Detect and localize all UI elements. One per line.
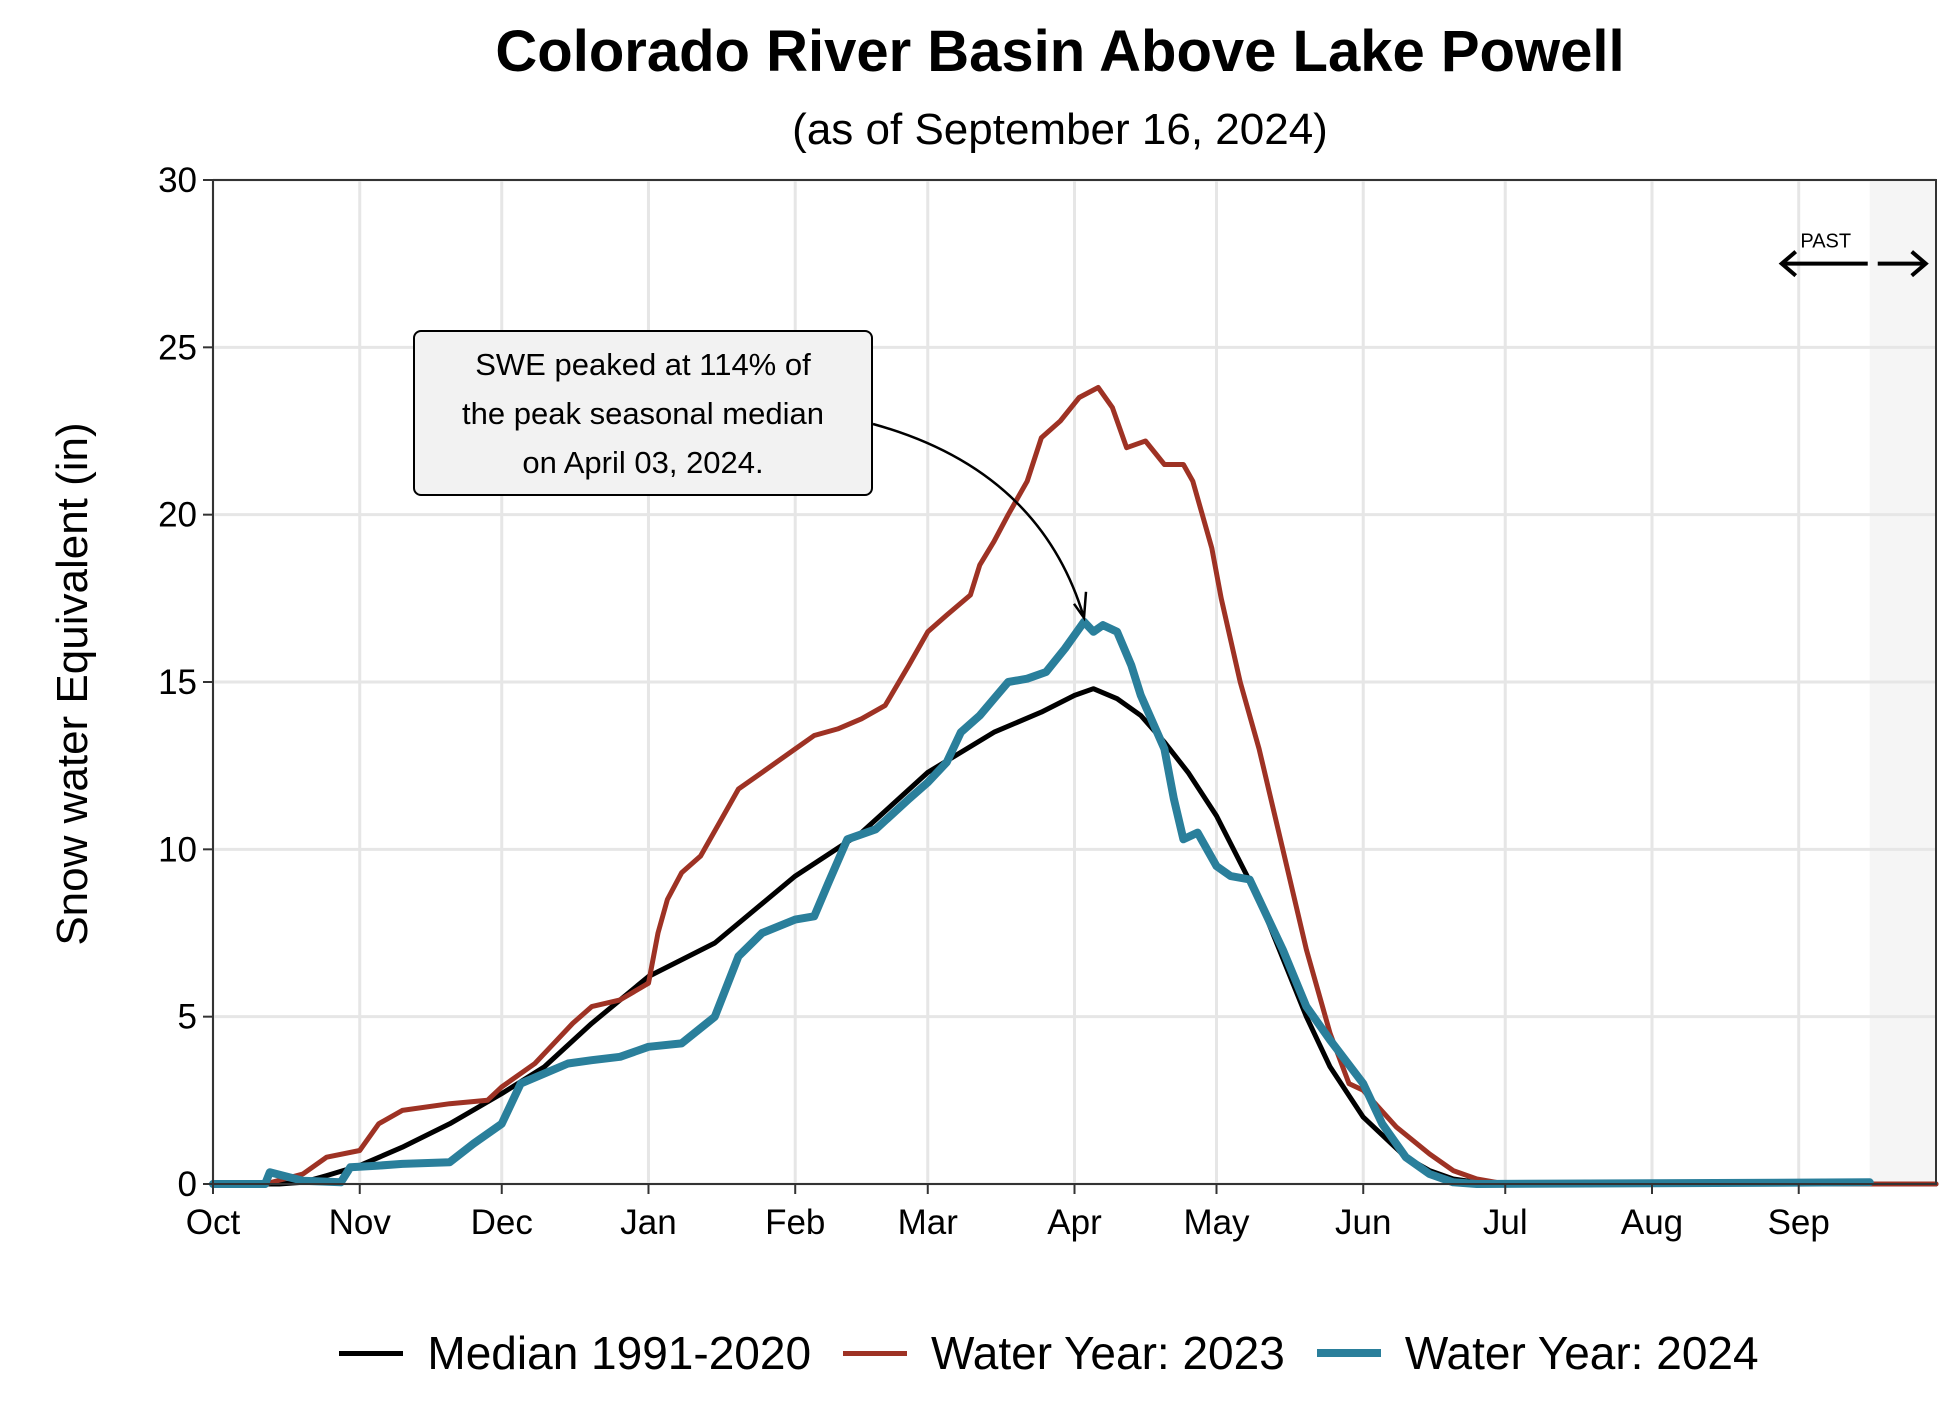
series-line-2 [209, 617, 1874, 1188]
x-tick-label: Jul [1483, 1203, 1528, 1242]
legend-item-2024: Water Year: 2024 [1316, 1326, 1759, 1380]
series-line-0 [210, 686, 1939, 1187]
chart-title: Colorado River Basin Above Lake Powell [495, 19, 1625, 84]
x-tick-label: Jan [620, 1203, 676, 1242]
past-indicator: PAST [1778, 231, 1929, 278]
y-tick-label: 0 [178, 1165, 197, 1204]
legend-label: Water Year: 2023 [931, 1327, 1285, 1379]
x-tick-label: Dec [471, 1203, 533, 1242]
chart-subtitle: (as of September 16, 2024) [792, 105, 1328, 154]
peak-annotation: SWE peaked at 114% of the peak seasonal … [413, 330, 873, 496]
x-tick-label: Nov [329, 1203, 392, 1242]
legend: Median 1991-2020 Water Year: 2023 Water … [0, 1318, 1950, 1388]
x-tick-label: Mar [898, 1203, 959, 1242]
past-label: PAST [1800, 231, 1851, 253]
series-line-1 [210, 385, 1939, 1187]
past-arrowhead-left [1778, 250, 1798, 278]
legend-item-median: Median 1991-2020 [339, 1326, 811, 1380]
legend-key-2024 [1316, 1349, 1381, 1357]
x-tick-label: Jun [1335, 1203, 1391, 1242]
x-tick-label: Sep [1768, 1203, 1830, 1242]
x-tick-label: Oct [186, 1203, 241, 1242]
legend-key-2023 [843, 1350, 908, 1356]
x-tick-label: Feb [765, 1203, 825, 1242]
x-tick-label: Apr [1047, 1203, 1102, 1242]
y-tick-label: 15 [158, 663, 197, 702]
y-axis-label: Snow water Equivalent (in) [48, 422, 97, 946]
axes: 0 5 10 15 20 25 30 Oct Nov Dec Jan Feb Mar Apr May Jun J… [158, 161, 1830, 1242]
legend-label: Median 1991-2020 [427, 1327, 812, 1379]
y-tick-label: 25 [158, 328, 197, 367]
x-tick-label: Aug [1621, 1203, 1683, 1242]
legend-item-2023: Water Year: 2023 [843, 1326, 1285, 1380]
legend-key-median [339, 1350, 404, 1356]
future-arrowhead-right [1910, 250, 1929, 278]
legend-label: Water Year: 2024 [1404, 1327, 1759, 1379]
y-tick-label: 5 [178, 998, 197, 1037]
y-tick-label: 30 [158, 161, 197, 200]
annotation-line: on April 03, 2024. [522, 444, 764, 480]
x-tick-label: May [1183, 1203, 1250, 1242]
callout-arrow [872, 422, 1088, 622]
series-layer [209, 385, 1939, 1188]
y-tick-label: 10 [158, 830, 197, 869]
annotation-line: the peak seasonal median [462, 395, 824, 431]
y-tick-label: 20 [158, 496, 197, 535]
annotation-line: SWE peaked at 114% of [475, 346, 811, 382]
